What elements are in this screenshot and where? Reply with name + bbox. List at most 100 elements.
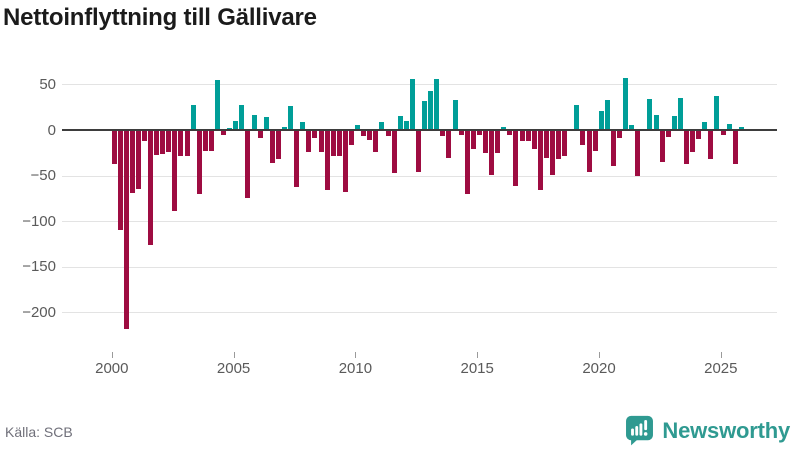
y-axis-tick-label: −150 bbox=[22, 258, 56, 276]
x-axis-tick-label: 2000 bbox=[95, 360, 129, 377]
y-axis-tick-label: −100 bbox=[22, 212, 56, 230]
quarter-bar bbox=[665, 130, 671, 138]
quarter-bar bbox=[117, 130, 123, 231]
quarter-bar bbox=[428, 90, 434, 130]
quarter-bar bbox=[330, 130, 336, 157]
quarter-bar bbox=[385, 130, 391, 137]
quarter-bar bbox=[288, 106, 294, 130]
quarter-bar bbox=[610, 130, 616, 167]
quarter-bar bbox=[233, 120, 239, 130]
quarter-bar bbox=[513, 130, 519, 186]
quarter-bar bbox=[556, 130, 562, 160]
quarter-bar bbox=[440, 130, 446, 137]
quarter-bar bbox=[501, 127, 507, 130]
quarter-bar bbox=[452, 99, 458, 130]
quarter-bar bbox=[592, 130, 598, 151]
quarter-bar bbox=[543, 130, 549, 159]
quarter-bar bbox=[525, 130, 531, 141]
x-axis-tick-mark bbox=[233, 352, 235, 358]
quarter-bar bbox=[221, 130, 227, 136]
quarter-bar bbox=[714, 96, 720, 130]
quarter-bar bbox=[732, 130, 738, 164]
quarter-bar bbox=[148, 130, 154, 245]
quarter-bar bbox=[141, 130, 147, 141]
quarter-bar bbox=[294, 130, 300, 188]
quarter-bar bbox=[683, 130, 689, 164]
quarter-bar bbox=[598, 110, 604, 130]
gridline bbox=[62, 312, 777, 314]
quarter-bar bbox=[586, 130, 592, 172]
quarter-bar bbox=[196, 130, 202, 194]
quarter-bar bbox=[531, 130, 537, 150]
x-axis-tick-mark bbox=[477, 352, 479, 358]
quarter-bar bbox=[470, 130, 476, 150]
x-axis-tick-mark bbox=[720, 352, 722, 358]
quarter-bar bbox=[653, 114, 659, 130]
gridline bbox=[62, 221, 777, 223]
quarter-bar bbox=[446, 130, 452, 159]
quarter-bar bbox=[507, 130, 513, 136]
quarter-bar bbox=[318, 130, 324, 152]
quarter-bar bbox=[562, 130, 568, 157]
gridline bbox=[62, 84, 777, 86]
newsworthy-logo[interactable]: Newsworthy bbox=[625, 415, 790, 447]
quarter-bar bbox=[367, 130, 373, 141]
quarter-bar bbox=[275, 130, 281, 160]
quarter-bar bbox=[416, 130, 421, 172]
quarter-bar bbox=[123, 130, 129, 329]
x-axis-tick-label: 2020 bbox=[582, 360, 616, 377]
x-axis-tick-label: 2025 bbox=[704, 360, 738, 377]
quarter-bar bbox=[434, 79, 440, 130]
quarter-bar bbox=[373, 130, 379, 152]
quarter-bar bbox=[482, 130, 488, 153]
quarter-bar bbox=[708, 130, 714, 160]
quarter-bar bbox=[519, 130, 525, 141]
y-axis-tick-label: 0 bbox=[47, 121, 56, 139]
quarter-bar bbox=[629, 125, 635, 130]
quarter-bar bbox=[215, 79, 221, 130]
quarter-bar bbox=[178, 130, 184, 157]
quarter-bar bbox=[166, 130, 172, 152]
y-axis-tick-label: −200 bbox=[22, 303, 56, 321]
quarter-bar bbox=[616, 130, 622, 139]
quarter-bar bbox=[537, 130, 543, 191]
quarter-bar bbox=[129, 130, 135, 193]
quarter-bar bbox=[160, 130, 166, 154]
quarter-bar bbox=[208, 130, 214, 151]
y-axis-tick-label: 50 bbox=[39, 75, 56, 93]
quarter-bar bbox=[690, 130, 696, 152]
quarter-bar bbox=[464, 130, 470, 194]
quarter-bar bbox=[172, 130, 178, 212]
quarter-bar bbox=[263, 117, 269, 130]
quarter-bar bbox=[476, 130, 482, 136]
quarter-bar bbox=[361, 130, 367, 137]
zero-line bbox=[62, 129, 777, 131]
quarter-bar bbox=[659, 130, 665, 162]
quarter-bar bbox=[251, 114, 257, 130]
quarter-bar bbox=[397, 116, 403, 130]
quarter-bar bbox=[458, 130, 464, 136]
x-axis-tick-mark bbox=[599, 352, 600, 358]
quarter-bar bbox=[495, 130, 501, 153]
quarter-bar bbox=[300, 121, 306, 130]
x-axis-tick-label: 2010 bbox=[338, 360, 373, 377]
x-axis-tick-label: 2005 bbox=[216, 360, 251, 377]
newsworthy-chart-bubble-icon bbox=[625, 415, 654, 447]
quarter-bar bbox=[422, 100, 428, 130]
quarter-bar bbox=[738, 127, 744, 130]
quarter-bar bbox=[202, 130, 208, 151]
quarter-bar bbox=[580, 130, 586, 145]
quarter-bar bbox=[184, 130, 190, 157]
quarter-bar bbox=[702, 121, 708, 130]
quarter-bar bbox=[336, 130, 342, 157]
quarter-bar bbox=[312, 130, 318, 139]
quarter-bar bbox=[671, 116, 677, 130]
quarter-bar bbox=[677, 98, 683, 130]
quarter-bar bbox=[696, 130, 702, 140]
source-label: Källa: SCB bbox=[5, 424, 73, 440]
quarter-bar bbox=[549, 130, 555, 175]
quarter-bar bbox=[379, 121, 385, 130]
quarter-bar bbox=[647, 99, 653, 130]
newsworthy-wordmark: Newsworthy bbox=[662, 418, 790, 443]
quarter-bar bbox=[409, 79, 415, 130]
